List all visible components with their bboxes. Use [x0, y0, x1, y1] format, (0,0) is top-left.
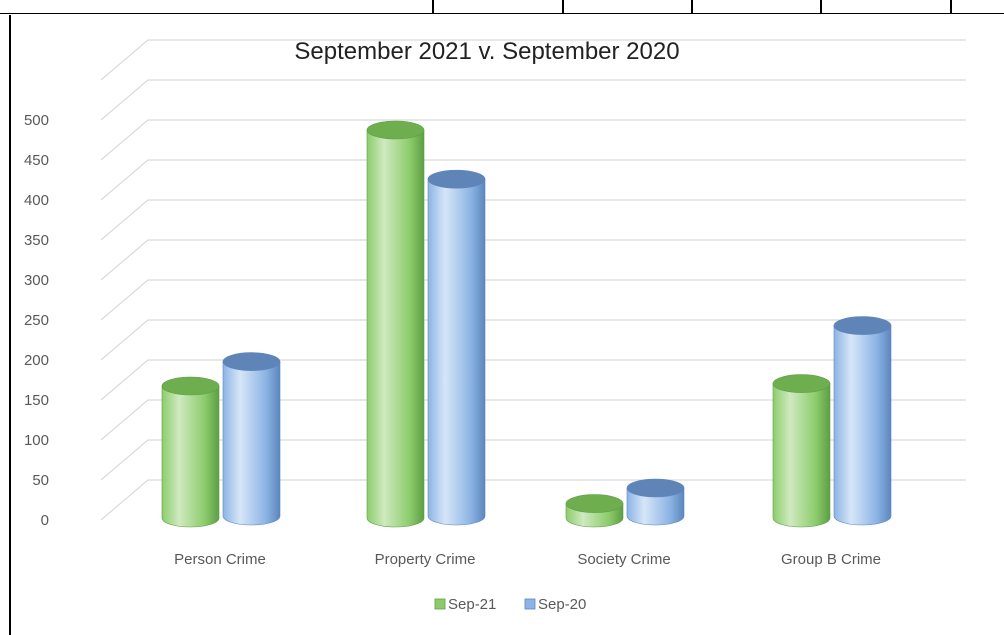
legend-label: Sep-21: [448, 596, 496, 613]
cell-divider: [562, 0, 564, 14]
gridline: [100, 399, 966, 441]
gridline: [100, 239, 966, 281]
y-tick-label: 150: [24, 392, 49, 409]
y-tick-label: 200: [24, 352, 49, 369]
cell-divider: [691, 0, 693, 14]
bar-cap: [161, 376, 220, 396]
y-tick-label: 300: [24, 272, 49, 289]
category-label: Group B Crime: [781, 551, 881, 568]
gridline: [100, 39, 966, 81]
y-tick-label: 0: [41, 512, 49, 529]
bar-sep-20-society-crime: [626, 487, 685, 526]
bar-cap: [427, 169, 486, 189]
y-tick-label: 350: [24, 232, 49, 249]
chart-svg: 0 50 100 150 200 250 300 350 400 450 500 Person Cr…: [24, 38, 966, 613]
cell-divider: [820, 0, 822, 14]
y-axis-ticks: 0 50 100 150 200 250 300 350 400 450 500: [24, 112, 49, 529]
gridlines: [100, 39, 966, 521]
cell-divider: [432, 0, 434, 14]
bar-cap: [626, 478, 685, 498]
category-labels: Person Crime Property Crime Society Crime G…: [174, 551, 881, 568]
category-label: Society Crime: [577, 551, 670, 568]
bar-cap: [833, 316, 892, 335]
bars: [161, 120, 892, 528]
bar-sep-20-person-crime: [222, 361, 281, 526]
bar-sep-21-person-crime: [161, 385, 220, 528]
legend-swatch: [434, 598, 446, 610]
gridline: [100, 279, 966, 321]
bar-sep-20-property-crime: [427, 178, 486, 526]
y-tick-label: 400: [24, 192, 49, 209]
gridline: [100, 199, 966, 241]
y-tick-label: 250: [24, 312, 49, 329]
bar-cap: [366, 120, 425, 140]
bar-sep-21-property-crime: [366, 129, 425, 528]
gridline: [100, 119, 966, 161]
legend-label: Sep-20: [538, 596, 586, 613]
spreadsheet-cell-row: [0, 0, 1004, 14]
chart-area: 0 50 100 150 200 250 300 350 400 450 500 Person Cr…: [9, 15, 1004, 635]
y-tick-label: 500: [24, 112, 49, 129]
category-label: Property Crime: [375, 551, 476, 568]
bar-cap: [565, 494, 624, 513]
legend: Sep-21 Sep-20: [434, 596, 586, 613]
bar-cap: [772, 374, 831, 393]
y-tick-label: 50: [32, 472, 49, 489]
category-label: Person Crime: [174, 551, 266, 568]
gridline: [100, 479, 966, 521]
gridline: [100, 359, 966, 401]
gridline: [100, 159, 966, 201]
gridline: [100, 319, 966, 361]
y-tick-label: 100: [24, 432, 49, 449]
chart-title: September 2021 v. September 2020: [294, 38, 679, 65]
bar-sep-20-group-b-crime: [833, 325, 892, 526]
gridline: [100, 439, 966, 481]
legend-swatch: [524, 598, 536, 610]
cell-divider: [950, 0, 952, 14]
gridline: [100, 79, 966, 121]
bar-sep-21-group-b-crime: [772, 383, 831, 528]
bar-cap: [222, 352, 281, 371]
y-tick-label: 450: [24, 152, 49, 169]
